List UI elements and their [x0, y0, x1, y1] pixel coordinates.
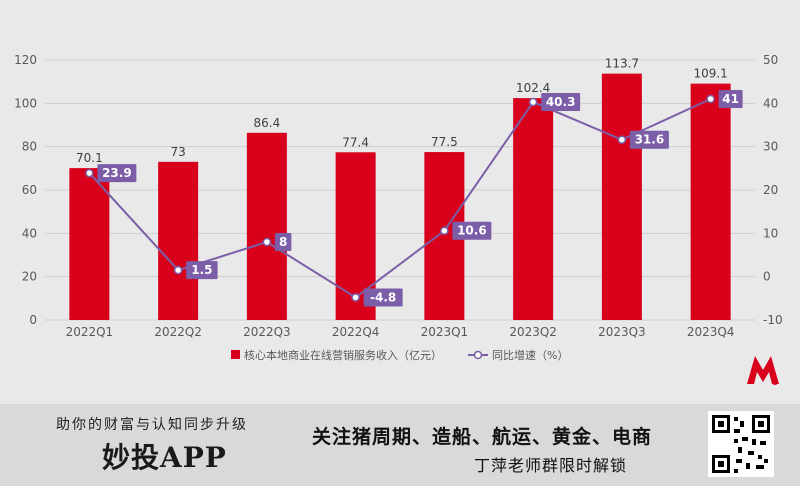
line-point: [617, 135, 627, 144]
promo-teacher: 丁萍老师群限时解锁: [474, 456, 628, 475]
line-value-label: 40.3: [546, 95, 576, 109]
right-tick-label: 0: [763, 270, 771, 284]
category-label: 2023Q2: [509, 325, 557, 339]
left-tick-label: 0: [29, 313, 37, 327]
bar: [601, 73, 642, 321]
promo-topics: 关注猪周期、造船、航运、黄金、电商: [312, 426, 653, 448]
line-value-label: 10.6: [457, 224, 487, 238]
bar-value-label: 102.4: [516, 81, 550, 95]
legend-bar-swatch: [231, 350, 240, 359]
line-point: [528, 97, 538, 107]
bar: [158, 161, 199, 320]
qr-code-icon[interactable]: [708, 411, 774, 477]
line-value-label: 1.5: [191, 263, 212, 277]
gridlines: [45, 59, 755, 321]
bar: [513, 98, 554, 320]
promo-banner: [0, 404, 800, 486]
line-point: [351, 293, 360, 302]
left-tick-label: 40: [22, 226, 37, 240]
category-label: 2023Q3: [598, 325, 646, 339]
category-label: 2022Q1: [66, 325, 114, 339]
category-axis-labels: 2022Q1 2022Q2 2022Q3 2022Q4 2023Q1 2023Q2 2023…: [66, 325, 735, 339]
right-tick-label: -10: [763, 313, 783, 327]
line-label-box: [274, 233, 292, 251]
left-tick-label: 120: [14, 53, 37, 67]
legend-bar-label: 核心本地商业在线营销服务收入（亿元）: [244, 348, 442, 362]
bar-value-label: 109.1: [693, 67, 727, 81]
right-tick-label: 50: [763, 53, 778, 67]
right-tick-label: 30: [763, 140, 778, 154]
left-tick-label: 80: [22, 140, 37, 154]
legend-line-label: 同比增速（%）: [492, 348, 568, 362]
promo-brand: 妙投APP: [102, 441, 227, 474]
bar: [690, 83, 731, 320]
line-value-label: 41: [722, 92, 739, 106]
right-tick-label: 20: [763, 183, 778, 197]
line-label-box: [541, 93, 581, 112]
line-label-box: [718, 90, 743, 108]
line-point: [262, 237, 272, 247]
line-value-label: 31.6: [635, 133, 665, 147]
bar-series: [69, 73, 731, 321]
line-point: [706, 94, 715, 104]
left-tick-label: 60: [22, 183, 37, 197]
left-tick-label: 20: [22, 270, 37, 284]
bar: [246, 132, 287, 320]
legend: 核心本地商业在线营销服务收入（亿元） 同比增速（%）: [231, 348, 568, 362]
line-series: 23.9 1.5 8 -4.8 10.6 40.3 31.6 41: [85, 90, 743, 307]
bar: [69, 168, 110, 320]
bar-data-labels: 70.1 73 86.4 77.4 77.5 102.4 113.7 109.1: [76, 57, 728, 165]
bar-value-label: 73: [170, 145, 185, 159]
category-label: 2023Q1: [421, 325, 469, 339]
bar-value-label: 70.1: [76, 151, 103, 165]
promo-tagline: 助你的财富与认知同步升级: [56, 417, 248, 433]
line-label-box: [629, 130, 669, 149]
line-label-box: [363, 288, 403, 307]
chart-area: 0 20 40 60 80 100 120 -10 0 10 20 30 40 50 70.1 73 86.…: [0, 0, 800, 404]
bar-value-label: 86.4: [254, 116, 281, 130]
right-tick-label: 40: [763, 96, 778, 110]
m-logo-icon: [747, 356, 779, 385]
category-label: 2022Q3: [243, 325, 291, 339]
line-point: [440, 226, 449, 235]
combo-chart: 0 20 40 60 80 100 120 -10 0 10 20 30 40 50 70.1 73 86.…: [14, 53, 783, 362]
right-axis-ticks: -10 0 10 20 30 40 50: [763, 53, 783, 327]
category-label: 2023Q4: [687, 325, 735, 339]
bar-value-label: 113.7: [605, 57, 639, 71]
line-label-box: [452, 221, 492, 240]
category-label: 2022Q4: [332, 325, 380, 339]
line-value-label: 23.9: [102, 166, 132, 180]
left-axis-ticks: 0 20 40 60 80 100 120: [14, 53, 37, 327]
bar-value-label: 77.4: [342, 135, 369, 149]
line-point: [173, 265, 183, 275]
line-label-box: [97, 164, 137, 183]
right-tick-label: 10: [763, 226, 778, 240]
line-value-label: 8: [279, 235, 287, 249]
line-label-box: [186, 261, 218, 280]
line-value-label: -4.8: [370, 290, 396, 304]
bar-value-label: 77.5: [431, 135, 458, 149]
category-label: 2022Q2: [154, 325, 202, 339]
left-tick-label: 100: [14, 96, 37, 110]
legend-line-marker: [473, 350, 483, 360]
line-point: [85, 168, 94, 178]
